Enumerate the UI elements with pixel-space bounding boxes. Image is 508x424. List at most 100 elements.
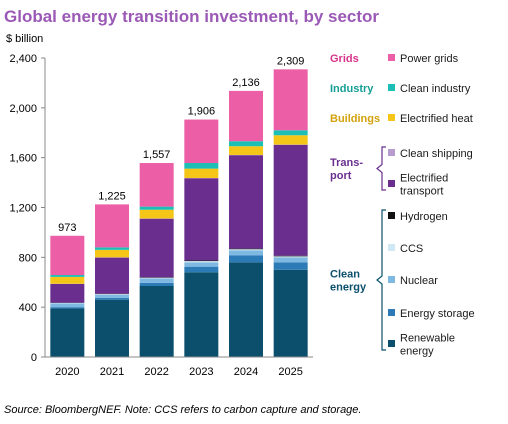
bar-total-label: 1,225 — [98, 190, 126, 202]
legend-label: Electrified — [400, 173, 448, 185]
legend-group-label: energy — [330, 282, 367, 294]
bar-segment-clean-industry — [95, 247, 129, 249]
bar-segment-energy-storage — [50, 307, 84, 308]
bar-segment-hydrogen — [274, 256, 308, 257]
y-tick-label: 2,000 — [9, 103, 37, 115]
legend-swatch — [388, 180, 395, 187]
bar-segment-energy-storage — [229, 255, 263, 262]
bar-segment-renewable-energy — [50, 308, 84, 357]
bar-segment-ccs — [95, 294, 129, 295]
legend-swatch — [388, 244, 395, 251]
bar-segment-power-grids — [274, 69, 308, 130]
bars — [50, 69, 307, 357]
legend-swatch — [388, 54, 395, 61]
bar-segment-clean-industry — [274, 130, 308, 135]
bar-segment-hydrogen — [229, 249, 263, 250]
legend-bracket — [377, 147, 386, 190]
bar-segment-ccs — [274, 256, 308, 257]
bar-segment-renewable-energy — [140, 286, 174, 357]
y-axis: 0 400 800 1,200 1,600 2,000 2,400 — [9, 53, 45, 364]
bar-segment-power-grids — [184, 120, 218, 163]
source-note: Source: BloombergNEF. Note: CCS refers t… — [4, 404, 361, 416]
bar-segment-ccs — [140, 278, 174, 279]
bar-segment-power-grids — [95, 204, 129, 247]
legend-bracket — [377, 210, 386, 350]
bar-segment-nuclear — [140, 279, 174, 283]
bar-total-label: 973 — [58, 222, 76, 234]
bar-segment-power-grids — [229, 91, 263, 141]
legend-label: CCS — [400, 243, 423, 255]
legend-swatch — [388, 149, 395, 156]
bar-segment-electrified-transport — [184, 178, 218, 260]
x-tick-label: 2021 — [100, 366, 124, 378]
bar-segment-energy-storage — [140, 283, 174, 286]
bar-total-label: 2,136 — [232, 77, 260, 89]
legend-swatch — [388, 212, 395, 219]
bar-segment-nuclear — [95, 295, 129, 298]
bar-total-label: 1,557 — [143, 149, 171, 161]
legend-label: energy — [400, 346, 434, 358]
bar-segment-electrified-transport — [95, 258, 129, 294]
bar-segment-nuclear — [184, 262, 218, 266]
bar-segment-electrified-transport — [274, 145, 308, 256]
legend-group-label: Industry — [330, 83, 374, 95]
bar-segment-electrified-heat — [95, 250, 129, 257]
legend-group-label: Trans- — [330, 157, 363, 169]
bar-segment-nuclear — [274, 257, 308, 262]
bar-segment-renewable-energy — [184, 272, 218, 357]
bar-segment-electrified-heat — [184, 169, 218, 178]
legend-swatch — [388, 114, 395, 121]
bar-segment-power-grids — [50, 236, 84, 275]
x-tick-label: 2025 — [278, 366, 302, 378]
y-tick-label: 2,400 — [9, 53, 37, 65]
legend-swatch — [388, 309, 395, 316]
bar-segment-electrified-transport — [229, 155, 263, 248]
bar-segment-ccs — [184, 261, 218, 262]
bar-segment-electrified-transport — [50, 284, 84, 303]
bar-segment-electrified-heat — [50, 277, 84, 284]
y-tick-label: 1,200 — [9, 203, 37, 215]
legend-swatch — [388, 84, 395, 91]
bar-segment-electrified-heat — [229, 146, 263, 155]
bar-segment-power-grids — [140, 163, 174, 207]
y-tick-label: 0 — [31, 352, 37, 364]
bar-segment-energy-storage — [274, 262, 308, 269]
legend-label: Nuclear — [400, 275, 438, 287]
legend-label: transport — [400, 186, 443, 198]
bar-segment-hydrogen — [184, 260, 218, 261]
bar-segment-ccs — [229, 249, 263, 250]
x-tick-label: 2024 — [234, 366, 258, 378]
y-tick-label: 800 — [19, 252, 37, 264]
bar-segment-electrified-heat — [140, 210, 174, 219]
legend-label: Renewable — [400, 333, 455, 345]
legend-group-label: Clean — [330, 269, 360, 281]
legend-label: Hydrogen — [400, 211, 448, 223]
bar-segment-renewable-energy — [229, 262, 263, 357]
legend-label: Power grids — [400, 53, 459, 65]
bar-segment-electrified-transport — [140, 219, 174, 278]
bar-segment-renewable-energy — [274, 270, 308, 357]
x-tick-label: 2020 — [55, 366, 79, 378]
bar-segment-energy-storage — [184, 267, 218, 273]
legend-label: Clean shipping — [400, 148, 473, 160]
legend-group-label: Buildings — [330, 113, 380, 125]
bar-segment-nuclear — [229, 250, 263, 255]
bar-segment-electrified-heat — [274, 135, 308, 144]
y-tick-label: 400 — [19, 302, 37, 314]
x-tick-label: 2022 — [144, 366, 168, 378]
bar-total-label: 1,906 — [188, 106, 216, 118]
legend-swatch — [388, 276, 395, 283]
bar-total-label: 2,309 — [277, 55, 305, 67]
bar-segment-clean-industry — [140, 207, 174, 210]
bar-segment-energy-storage — [95, 298, 129, 300]
bar-segment-clean-industry — [184, 163, 218, 169]
bar-segment-renewable-energy — [95, 300, 129, 357]
legend-label: Energy storage — [400, 308, 475, 320]
bar-segment-clean-industry — [229, 141, 263, 146]
x-tick-label: 2023 — [189, 366, 213, 378]
bar-segment-nuclear — [50, 303, 84, 307]
y-tick-label: 1,600 — [9, 153, 37, 165]
